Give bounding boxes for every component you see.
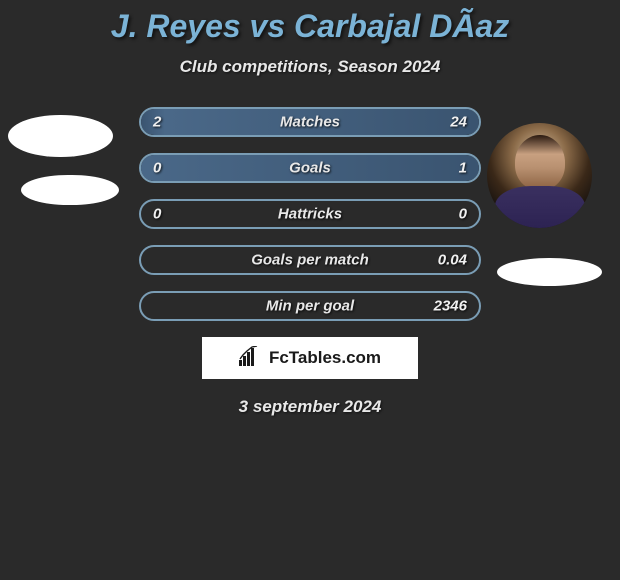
stat-value-left: 0 — [153, 160, 161, 177]
player-left-avatar — [8, 115, 113, 157]
stat-row-hattricks: 0 Hattricks 0 — [139, 199, 481, 229]
stat-label: Goals — [289, 160, 331, 177]
stat-value-right: 0.04 — [438, 252, 467, 269]
stat-label: Min per goal — [266, 298, 354, 315]
stat-row-goals-per-match: Goals per match 0.04 — [139, 245, 481, 275]
stat-value-right: 24 — [450, 114, 467, 131]
logo-text: FcTables.com — [269, 348, 381, 368]
player-right-avatar — [487, 123, 592, 228]
footer-date: 3 september 2024 — [0, 397, 620, 417]
page-title: J. Reyes vs Carbajal DÃ­az — [0, 8, 620, 45]
stat-value-right: 0 — [459, 206, 467, 223]
fctables-logo[interactable]: FcTables.com — [202, 337, 418, 379]
stat-value-right: 1 — [459, 160, 467, 177]
player-left-team-badge — [21, 175, 119, 205]
player-right-team-badge — [497, 258, 602, 286]
stat-value-left: 2 — [153, 114, 161, 131]
stat-label: Goals per match — [251, 252, 369, 269]
stat-value-left: 0 — [153, 206, 161, 223]
bar-chart-icon — [239, 346, 263, 371]
stat-row-min-per-goal: Min per goal 2346 — [139, 291, 481, 321]
subtitle: Club competitions, Season 2024 — [0, 57, 620, 77]
stat-value-right: 2346 — [434, 298, 467, 315]
stat-label: Hattricks — [278, 206, 342, 223]
stat-label: Matches — [280, 114, 340, 131]
comparison-card: J. Reyes vs Carbajal DÃ­az Club competit… — [0, 0, 620, 417]
stats-table: 2 Matches 24 0 Goals 1 0 Hattricks 0 Goa… — [139, 107, 481, 321]
stat-row-goals: 0 Goals 1 — [139, 153, 481, 183]
stat-row-matches: 2 Matches 24 — [139, 107, 481, 137]
